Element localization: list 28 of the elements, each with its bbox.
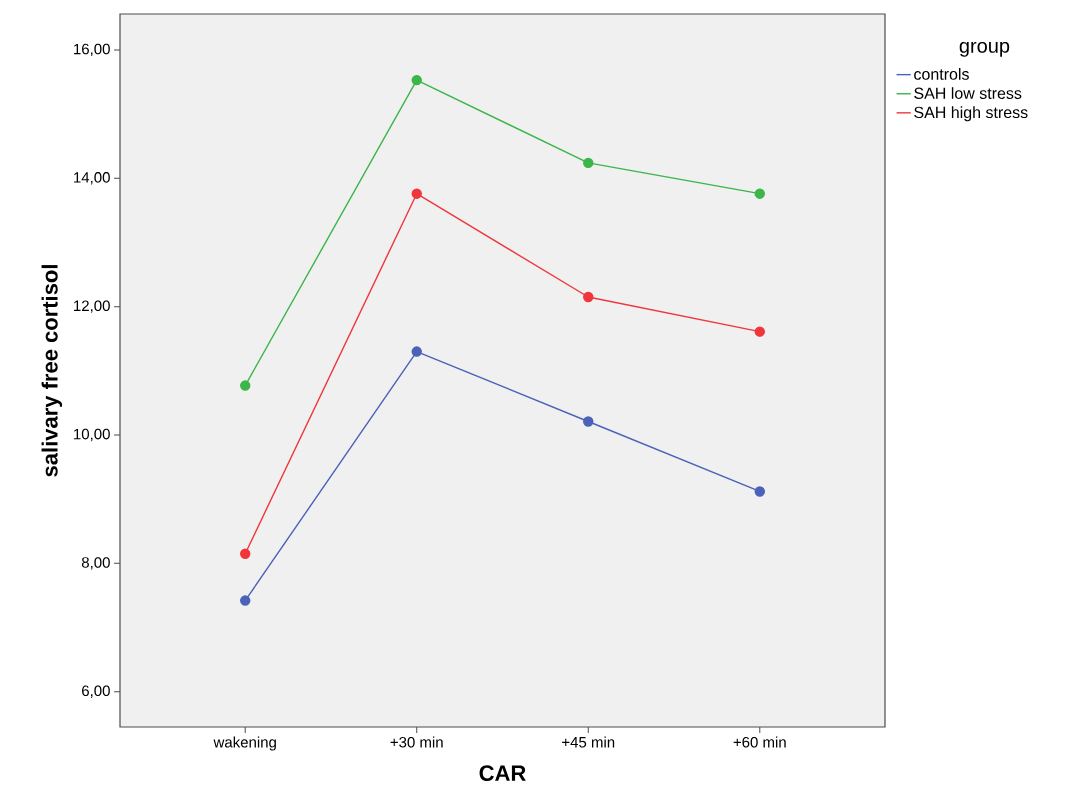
point [754, 486, 765, 497]
legend-label: controls [914, 68, 969, 80]
point [240, 380, 251, 391]
point [583, 416, 594, 427]
y-axis-title: salivary free cortisol [41, 265, 63, 477]
point [240, 548, 251, 559]
point [240, 595, 251, 606]
x-tick-label: +45 min [562, 736, 615, 748]
y-tick-label: 6,00 [82, 685, 110, 698]
y-tick-label: 16,00 [74, 43, 110, 57]
legend-title: group [959, 41, 1010, 57]
y-tick-label: 14,00 [74, 172, 110, 185]
point [583, 157, 594, 169]
point [411, 74, 422, 86]
x-axis-title: CAR [479, 765, 526, 781]
x-tick-label: +60 min [733, 736, 786, 748]
y-tick-label: 8,00 [81, 557, 110, 570]
point [411, 188, 422, 199]
x-tick-label: +30 min [390, 736, 443, 748]
x-tick-label: wakening [213, 736, 276, 751]
y-tick-label: 12,00 [74, 300, 110, 313]
legend-label: SAH high stress [914, 106, 1028, 122]
point [583, 291, 594, 303]
point [754, 326, 765, 337]
point [754, 188, 765, 199]
legend-label: SAH low stress [914, 87, 1022, 99]
y-tick-label: 10,00 [74, 428, 110, 442]
point [411, 346, 422, 357]
